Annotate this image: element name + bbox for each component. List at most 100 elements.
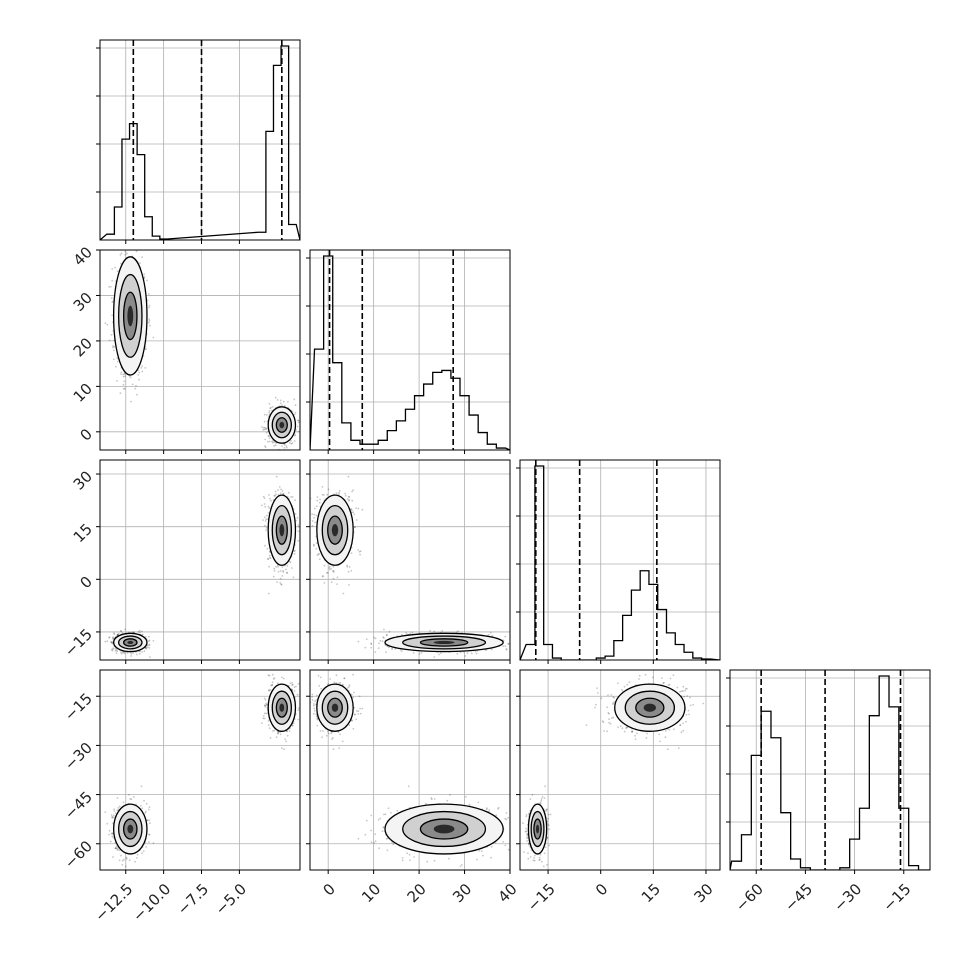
sample-point <box>338 490 341 492</box>
sample-point <box>278 453 280 455</box>
sample-point <box>383 637 385 639</box>
sample-point <box>383 628 385 631</box>
sample-point <box>137 243 139 245</box>
panel-2-2 <box>516 459 721 664</box>
contour-1-3 <box>279 524 285 537</box>
sample-point <box>268 410 271 412</box>
sample-point <box>113 345 116 348</box>
sample-point <box>332 577 335 580</box>
sample-point <box>112 814 115 817</box>
sample-point <box>346 565 349 568</box>
sample-point <box>152 842 155 844</box>
sample-point <box>272 441 274 444</box>
sample-point <box>350 570 353 572</box>
sample-point <box>122 388 125 390</box>
sample-point <box>125 856 128 859</box>
sample-point <box>314 521 316 524</box>
sample-point <box>323 582 326 584</box>
sample-point <box>269 557 272 560</box>
sample-point <box>115 847 117 849</box>
sample-point <box>364 646 367 649</box>
sample-point <box>357 549 360 551</box>
y-tick-label-2-0: −15 <box>61 625 96 660</box>
sample-point <box>313 516 315 519</box>
sample-point <box>353 513 356 516</box>
sample-point <box>355 507 358 509</box>
sample-point <box>388 630 391 633</box>
sample-point <box>485 649 488 651</box>
sample-point <box>143 650 146 653</box>
sample-point <box>148 320 151 322</box>
sample-point <box>106 323 109 326</box>
sample-point <box>281 445 283 447</box>
sample-point <box>263 516 266 519</box>
sample-point <box>275 493 277 496</box>
sample-point <box>502 645 505 648</box>
sample-point <box>273 567 276 570</box>
panel-0-0 <box>96 39 301 244</box>
sample-point <box>141 630 143 633</box>
sample-point <box>279 577 282 580</box>
sample-point <box>264 704 266 707</box>
sample-point <box>293 440 296 442</box>
sample-point <box>265 432 268 434</box>
sample-point <box>274 396 277 399</box>
sample-point <box>378 642 380 645</box>
sample-point <box>272 575 275 578</box>
sample-point <box>145 846 148 848</box>
sample-point <box>391 648 393 651</box>
sample-point <box>116 360 119 363</box>
sample-point <box>283 493 285 495</box>
sample-point <box>152 336 155 339</box>
y-tick-label-2-3: 30 <box>70 467 96 493</box>
sample-point <box>303 421 305 423</box>
sample-point <box>270 406 272 409</box>
sample-point <box>348 566 351 568</box>
sample-point <box>148 644 150 647</box>
sample-point <box>264 699 267 701</box>
sample-point <box>342 592 345 595</box>
sample-point <box>268 507 271 509</box>
y-tick-label-1-4: 40 <box>70 243 96 269</box>
sample-point <box>267 558 269 560</box>
sample-point <box>321 575 324 578</box>
sample-point <box>282 677 285 680</box>
sample-point <box>119 630 122 633</box>
sample-point <box>126 652 129 654</box>
sample-point <box>132 631 134 633</box>
sample-point <box>466 652 469 654</box>
sample-point <box>294 434 296 437</box>
sample-point <box>129 798 132 800</box>
sample-point <box>111 642 114 645</box>
sample-point <box>293 398 296 401</box>
sample-point <box>379 639 382 642</box>
sample-point <box>490 648 493 651</box>
sample-point <box>277 489 279 491</box>
sample-point <box>513 640 515 642</box>
sample-point <box>297 421 300 424</box>
sample-point <box>111 649 114 652</box>
sample-point <box>281 490 284 492</box>
sample-point <box>293 552 296 555</box>
sample-point <box>297 530 300 533</box>
sample-point <box>283 748 285 751</box>
sample-point <box>113 633 116 635</box>
sample-point <box>353 526 356 529</box>
sample-point <box>111 279 114 282</box>
sample-point <box>112 637 115 639</box>
sample-point <box>267 440 269 443</box>
sample-point <box>361 508 364 511</box>
sample-point <box>326 572 329 574</box>
sample-point <box>294 411 297 414</box>
sample-point <box>140 367 143 369</box>
sample-point <box>370 646 373 649</box>
sample-point <box>297 524 300 526</box>
sample-point <box>104 322 107 324</box>
sample-point <box>146 819 149 822</box>
sample-point <box>507 643 510 645</box>
sample-point <box>114 266 116 269</box>
sample-point <box>347 475 350 478</box>
sample-point <box>456 652 459 655</box>
sample-point <box>279 570 282 572</box>
sample-point <box>132 652 134 654</box>
